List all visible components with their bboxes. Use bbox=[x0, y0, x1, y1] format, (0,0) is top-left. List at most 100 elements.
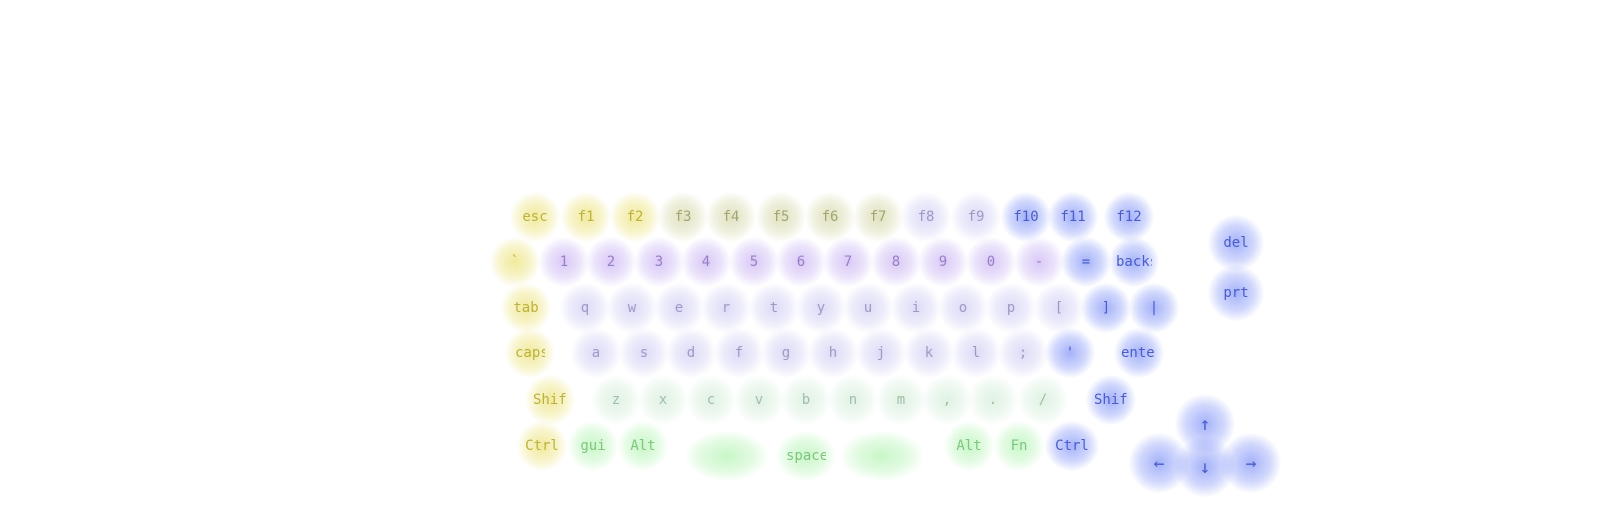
key-y[interactable]: y bbox=[796, 283, 846, 333]
key-0[interactable]: 0 bbox=[966, 237, 1016, 287]
key-esc[interactable]: esc bbox=[510, 192, 560, 242]
key-blank[interactable] bbox=[840, 431, 924, 481]
key-q[interactable]: q bbox=[560, 283, 610, 333]
key-minus[interactable]: - bbox=[1014, 237, 1064, 287]
key-7[interactable]: 7 bbox=[823, 237, 873, 287]
key-pipe[interactable]: | bbox=[1129, 283, 1179, 333]
key-tab[interactable]: tab bbox=[501, 283, 551, 333]
key-equals[interactable]: = bbox=[1061, 237, 1111, 287]
key-label: f9 bbox=[967, 209, 985, 225]
key-rbracket[interactable]: ] bbox=[1081, 283, 1131, 333]
key-backtick[interactable]: ` bbox=[490, 237, 540, 287]
key-shift[interactable]: Shift bbox=[1086, 375, 1136, 425]
key-d[interactable]: d bbox=[666, 328, 716, 378]
key-del[interactable]: del bbox=[1208, 215, 1264, 271]
key-comma[interactable]: , bbox=[922, 375, 972, 425]
key-t[interactable]: t bbox=[749, 283, 799, 333]
key-j[interactable]: j bbox=[856, 328, 906, 378]
key-enter[interactable]: enter bbox=[1114, 328, 1164, 378]
key-6[interactable]: 6 bbox=[776, 237, 826, 287]
key-alt[interactable]: Alt bbox=[944, 421, 994, 471]
key-space[interactable]: space bbox=[776, 431, 836, 481]
key-slash[interactable]: / bbox=[1018, 375, 1068, 425]
key-label: 9 bbox=[938, 254, 948, 270]
key-p[interactable]: p bbox=[986, 283, 1036, 333]
key-9[interactable]: 9 bbox=[918, 237, 968, 287]
key-blank[interactable] bbox=[685, 431, 769, 481]
key-label: o bbox=[958, 300, 968, 316]
key-label: w bbox=[627, 300, 637, 316]
key-f2[interactable]: f2 bbox=[610, 192, 660, 242]
key-lbracket[interactable]: [ bbox=[1034, 283, 1084, 333]
key-f10[interactable]: f10 bbox=[1001, 192, 1051, 242]
key-o[interactable]: o bbox=[938, 283, 988, 333]
key-ctrl[interactable]: Ctrl bbox=[1045, 421, 1099, 471]
key-label: - bbox=[1034, 254, 1044, 270]
key-f[interactable]: f bbox=[714, 328, 764, 378]
key-ctrl[interactable]: Ctrl bbox=[517, 421, 567, 471]
key-x[interactable]: x bbox=[638, 375, 688, 425]
key-label: z bbox=[611, 392, 621, 408]
key-semicolon[interactable]: ; bbox=[998, 328, 1048, 378]
key-i[interactable]: i bbox=[891, 283, 941, 333]
key-f11[interactable]: f11 bbox=[1048, 192, 1098, 242]
arrow-down-icon: ↓ bbox=[1199, 456, 1211, 478]
key-label: 0 bbox=[986, 254, 996, 270]
key-f8[interactable]: f8 bbox=[901, 192, 951, 242]
key-label: ` bbox=[510, 254, 520, 270]
key-label: Alt bbox=[956, 438, 982, 454]
key-8[interactable]: 8 bbox=[871, 237, 921, 287]
key-n[interactable]: n bbox=[828, 375, 878, 425]
key-4[interactable]: 4 bbox=[681, 237, 731, 287]
arrow-left-icon: ← bbox=[1153, 452, 1165, 474]
key-label: n bbox=[848, 392, 858, 408]
key-label: Fn bbox=[1010, 438, 1028, 454]
key-g[interactable]: g bbox=[761, 328, 811, 378]
key-z[interactable]: z bbox=[591, 375, 641, 425]
key-f5[interactable]: f5 bbox=[756, 192, 806, 242]
key-label: l bbox=[971, 345, 981, 361]
key-f6[interactable]: f6 bbox=[805, 192, 855, 242]
key-label: f5 bbox=[772, 209, 790, 225]
key-1[interactable]: 1 bbox=[539, 237, 589, 287]
key-b[interactable]: b bbox=[781, 375, 831, 425]
key-quote[interactable]: ' bbox=[1045, 328, 1095, 378]
key-f9[interactable]: f9 bbox=[951, 192, 1001, 242]
key-label: [ bbox=[1054, 300, 1064, 316]
key-prt[interactable]: prt bbox=[1208, 265, 1264, 321]
key-f3[interactable]: f3 bbox=[658, 192, 708, 242]
key-e[interactable]: e bbox=[654, 283, 704, 333]
key-m[interactable]: m bbox=[876, 375, 926, 425]
key-k[interactable]: k bbox=[904, 328, 954, 378]
key-f1[interactable]: f1 bbox=[561, 192, 611, 242]
key-c[interactable]: c bbox=[686, 375, 736, 425]
key-s[interactable]: s bbox=[619, 328, 669, 378]
key-l[interactable]: l bbox=[951, 328, 1001, 378]
key-label: x bbox=[658, 392, 668, 408]
key-label: caps lock bbox=[515, 345, 545, 361]
key-v[interactable]: v bbox=[734, 375, 784, 425]
key-gui[interactable]: gui bbox=[568, 421, 618, 471]
key-f7[interactable]: f7 bbox=[853, 192, 903, 242]
key-5[interactable]: 5 bbox=[729, 237, 779, 287]
key-3[interactable]: 3 bbox=[634, 237, 684, 287]
key-2[interactable]: 2 bbox=[586, 237, 636, 287]
key-period[interactable]: . bbox=[968, 375, 1018, 425]
key-f12[interactable]: f12 bbox=[1104, 192, 1154, 242]
key-backspace[interactable]: backspace bbox=[1109, 237, 1159, 287]
key-shift[interactable]: Shift bbox=[525, 375, 575, 425]
key--[interactable]: → bbox=[1221, 433, 1281, 493]
key-r[interactable]: r bbox=[701, 283, 751, 333]
key-alt[interactable]: Alt bbox=[618, 421, 668, 471]
key-label: f2 bbox=[626, 209, 644, 225]
key-fn[interactable]: Fn bbox=[994, 421, 1044, 471]
key-label: 5 bbox=[749, 254, 759, 270]
key-h[interactable]: h bbox=[808, 328, 858, 378]
key-w[interactable]: w bbox=[607, 283, 657, 333]
key-label: f6 bbox=[821, 209, 839, 225]
key-u[interactable]: u bbox=[843, 283, 893, 333]
key-f4[interactable]: f4 bbox=[706, 192, 756, 242]
key-a[interactable]: a bbox=[571, 328, 621, 378]
key-caps-lock[interactable]: caps lock bbox=[505, 328, 555, 378]
